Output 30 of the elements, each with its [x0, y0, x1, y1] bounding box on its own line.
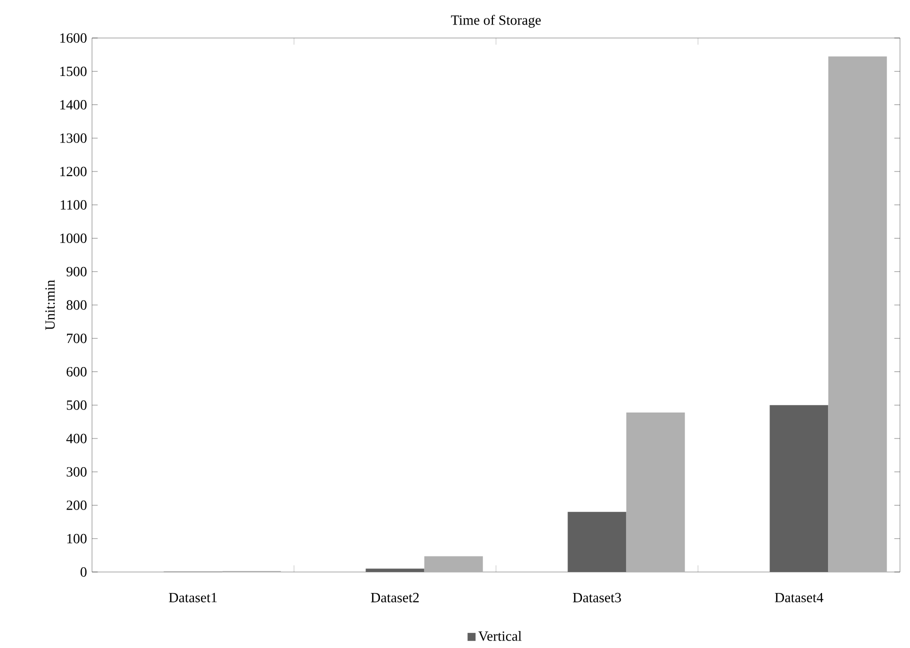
y-tick-label: 0: [80, 567, 87, 577]
y-tick-label: 1000: [60, 233, 87, 243]
x-tick-label: Dataset3: [572, 592, 621, 602]
bar: [424, 556, 483, 572]
bar: [770, 405, 828, 572]
bar: [828, 56, 887, 572]
y-tick-label: 800: [66, 300, 87, 310]
y-tick-label: 1200: [60, 166, 87, 176]
y-tick-label: 1500: [60, 66, 87, 76]
y-tick-label: 400: [66, 434, 87, 444]
y-tick-label: 200: [66, 500, 87, 510]
x-tick-label: Dataset1: [168, 592, 217, 602]
y-tick-label: 900: [66, 266, 87, 276]
y-tick-label: 1400: [60, 100, 87, 110]
y-tick-label: 100: [67, 534, 87, 544]
y-tick-label: 700: [66, 334, 87, 344]
bar: [366, 568, 424, 572]
y-tick-label: 1100: [60, 200, 87, 210]
x-tick-label: Dataset2: [370, 592, 419, 602]
x-tick-label: Dataset4: [774, 592, 824, 602]
legend-label: Vertical: [478, 630, 522, 641]
y-tick-label: 600: [66, 366, 87, 376]
y-tick-label: 1300: [60, 133, 87, 143]
y-axis-title: Unit:min: [45, 280, 55, 330]
chart-title: Time of Storage: [451, 14, 541, 28]
bar: [626, 412, 685, 572]
y-tick-label: 300: [66, 467, 87, 477]
bar: [568, 512, 626, 572]
y-tick-label: 500: [66, 400, 87, 410]
y-tick-label: 1600: [60, 33, 87, 43]
